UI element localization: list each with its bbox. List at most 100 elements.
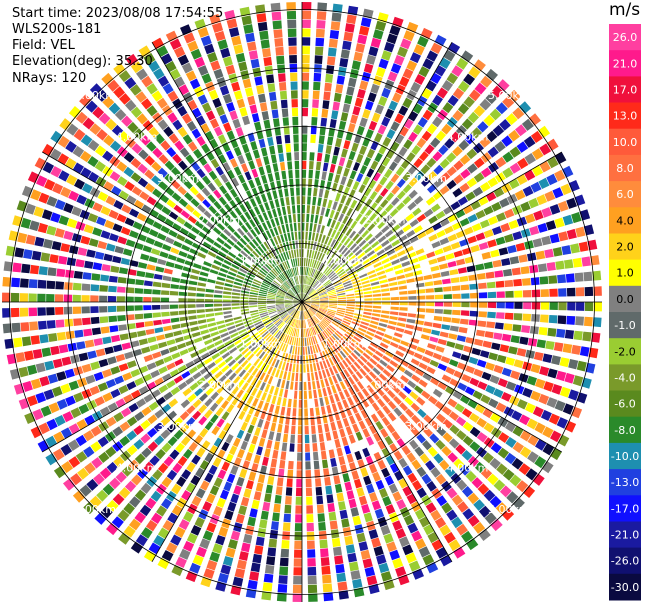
velocity-gate xyxy=(258,296,267,299)
velocity-gate xyxy=(276,293,285,297)
velocity-gate xyxy=(307,346,311,355)
velocity-gate xyxy=(377,235,387,243)
velocity-gate xyxy=(371,316,380,321)
velocity-gate xyxy=(278,468,285,478)
velocity-gate xyxy=(514,302,523,309)
velocity-gate xyxy=(279,557,289,567)
velocity-gate xyxy=(397,280,407,285)
velocity-gate xyxy=(478,311,487,318)
velocity-gate xyxy=(82,317,91,326)
velocity-gate xyxy=(385,455,395,466)
velocity-gate xyxy=(189,320,198,326)
velocity-gate xyxy=(145,237,155,245)
velocity-gate xyxy=(310,372,315,381)
velocity-gate xyxy=(413,225,423,234)
velocity-gate xyxy=(164,332,174,339)
velocity-gate xyxy=(393,264,402,270)
velocity-gate xyxy=(118,487,131,499)
velocity-gate xyxy=(502,469,515,481)
velocity-gate xyxy=(147,336,157,344)
velocity-gate xyxy=(345,197,352,207)
velocity-gate xyxy=(461,293,470,299)
velocity-gate xyxy=(435,345,445,353)
velocity-gate xyxy=(238,410,246,420)
velocity-gate xyxy=(137,330,147,337)
velocity-gate xyxy=(370,281,380,286)
velocity-gate xyxy=(419,151,429,162)
velocity-gate xyxy=(321,244,326,253)
velocity-gate xyxy=(387,389,396,399)
velocity-gate xyxy=(439,459,450,471)
velocity-gate xyxy=(114,245,124,254)
velocity-gate xyxy=(212,335,221,342)
velocity-gate xyxy=(370,320,379,325)
velocity-gate xyxy=(281,361,286,371)
velocity-gate xyxy=(369,357,378,366)
velocity-gate xyxy=(507,244,517,254)
velocity-gate xyxy=(244,413,252,423)
velocity-gate xyxy=(443,294,452,299)
velocity-gate xyxy=(570,243,580,254)
velocity-gate xyxy=(369,444,379,454)
colorbar-tick-label: -21.0 xyxy=(611,529,639,542)
velocity-gate xyxy=(501,508,515,521)
velocity-gate xyxy=(249,307,258,311)
velocity-gate xyxy=(573,330,583,341)
velocity-gate xyxy=(333,211,340,221)
velocity-gate xyxy=(273,318,281,325)
velocity-gate xyxy=(399,413,409,424)
velocity-gate xyxy=(313,316,319,324)
velocity-gate xyxy=(309,307,316,314)
velocity-gate xyxy=(426,123,438,135)
velocity-gate xyxy=(156,213,167,223)
velocity-gate xyxy=(272,512,280,522)
velocity-gate xyxy=(165,236,175,245)
velocity-gate xyxy=(322,278,329,285)
velocity-gate xyxy=(214,339,223,347)
velocity-gate xyxy=(420,164,431,175)
velocity-gate xyxy=(321,265,328,273)
velocity-gate xyxy=(285,380,290,390)
velocity-gate xyxy=(320,332,326,340)
velocity-gate xyxy=(329,303,338,305)
velocity-gate xyxy=(442,432,453,443)
velocity-gate xyxy=(50,212,61,223)
velocity-gate xyxy=(221,365,230,373)
velocity-gate xyxy=(408,111,419,122)
velocity-gate xyxy=(267,366,273,375)
velocity-gate xyxy=(280,406,286,416)
velocity-gate xyxy=(72,294,81,302)
velocity-gate xyxy=(242,403,250,413)
velocity-gate xyxy=(30,335,40,345)
velocity-gate xyxy=(396,499,407,510)
velocity-gate xyxy=(344,445,352,455)
velocity-gate xyxy=(446,166,457,177)
velocity-gate xyxy=(364,246,373,254)
velocity-gate xyxy=(338,244,346,253)
velocity-gate xyxy=(476,359,487,368)
velocity-gate xyxy=(308,289,315,296)
velocity-gate xyxy=(479,302,488,308)
velocity-gate xyxy=(368,46,379,57)
velocity-gate xyxy=(459,275,469,282)
velocity-gate xyxy=(338,391,346,400)
velocity-gate xyxy=(231,303,240,306)
velocity-gate xyxy=(321,234,326,244)
velocity-gate xyxy=(72,282,82,291)
velocity-gate xyxy=(276,378,282,388)
velocity-gate xyxy=(358,541,369,552)
velocity-gate xyxy=(393,450,403,461)
velocity-gate xyxy=(472,186,484,197)
velocity-gate xyxy=(268,356,274,365)
velocity-gate xyxy=(245,480,254,490)
velocity-gate xyxy=(311,317,317,325)
velocity-gate xyxy=(378,322,388,328)
velocity-gate xyxy=(495,502,508,515)
velocity-gate xyxy=(433,279,443,286)
velocity-gate xyxy=(390,302,400,305)
velocity-gate xyxy=(428,258,438,265)
velocity-gate xyxy=(378,487,389,499)
velocity-gate xyxy=(427,343,437,350)
velocity-gate xyxy=(308,593,318,602)
velocity-gate xyxy=(271,338,278,347)
